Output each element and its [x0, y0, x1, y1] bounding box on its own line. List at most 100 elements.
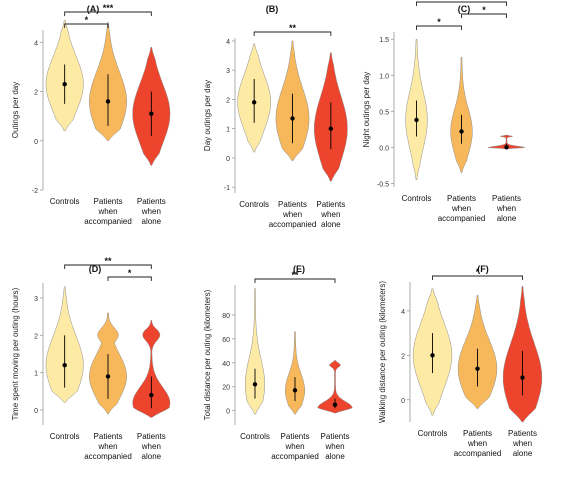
y-tick-label: 0.0: [379, 145, 389, 152]
y-tick-label: 0.5: [379, 109, 389, 116]
significance-stars: *: [437, 17, 441, 27]
y-tick-label: 2: [34, 90, 38, 97]
y-axis-label: Time spent moving per outing (hours): [11, 287, 20, 420]
significance-bracket: [416, 25, 462, 30]
y-tick-label: 0: [401, 398, 405, 405]
y-tick-label: 0: [34, 139, 38, 146]
violin-3: [132, 320, 171, 418]
category-label: accompanied: [84, 452, 132, 461]
y-tick-label: 60: [222, 337, 230, 344]
median-point-3: [504, 145, 509, 150]
significance-stars: **: [289, 23, 297, 33]
category-label: when: [320, 210, 340, 219]
panel-label: (C): [458, 4, 471, 14]
y-tick-label: 1.0: [379, 73, 389, 80]
category-label: Patients: [94, 197, 123, 206]
panel-label: (B): [266, 4, 279, 14]
category-label: Patients: [281, 432, 310, 441]
category-label: Patients: [94, 432, 123, 441]
median-point-2: [105, 374, 111, 379]
category-label: Controls: [50, 432, 80, 441]
y-tick-label: 80: [222, 313, 230, 320]
category-label: alone: [497, 214, 517, 223]
category-label: alone: [142, 452, 162, 461]
y-tick-label: -2: [32, 188, 38, 195]
y-tick-label: 3: [34, 296, 38, 303]
category-label: accompanied: [271, 452, 319, 461]
chart-panel-2: (B) -1 0 1 2 3 4 Day outings per day Controls Pat…: [203, 4, 348, 229]
category-label: Controls: [402, 194, 432, 203]
y-axis-label: Outings per day: [11, 82, 20, 138]
y-tick-label: 1: [34, 371, 38, 378]
significance-stars: *: [85, 15, 89, 25]
category-label: when: [141, 442, 161, 451]
category-label: Patients: [316, 200, 345, 209]
median-point-1: [251, 100, 257, 105]
category-label: Patients: [492, 194, 521, 203]
median-point-2: [292, 388, 298, 393]
y-axis-label: Day outings per day: [203, 80, 212, 151]
violin-3: [487, 134, 526, 150]
category-label: when: [451, 204, 471, 213]
median-point-2: [475, 366, 480, 371]
y-tick-label: 0: [226, 409, 230, 416]
y-tick-label: 20: [222, 385, 230, 392]
y-tick-label: 2: [401, 353, 405, 360]
category-label: alone: [513, 449, 533, 458]
y-tick-label: 4: [34, 40, 38, 47]
category-label: Controls: [240, 432, 270, 441]
category-label: when: [97, 207, 117, 216]
significance-bracket: [432, 275, 523, 280]
significance-bracket: [64, 11, 152, 16]
category-label: Controls: [50, 197, 80, 206]
median-point-1: [62, 81, 67, 87]
category-label: when: [324, 442, 344, 451]
category-label: alone: [325, 452, 345, 461]
y-tick-label: 2: [226, 97, 230, 104]
significance-stars: ***: [103, 3, 114, 13]
median-point-3: [332, 402, 338, 407]
median-point-2: [105, 99, 111, 104]
median-point-1: [252, 382, 258, 387]
category-label: alone: [142, 217, 162, 226]
y-tick-label: 0: [226, 156, 230, 163]
category-label: accompanied: [454, 449, 502, 458]
panel-label: (F): [477, 264, 489, 274]
significance-bracket: [64, 264, 152, 269]
panel-label: (D): [89, 264, 102, 274]
chart-panel-6: (F) 0 2 4 Walking distance per outing (kilom…: [378, 264, 543, 458]
significance-bracket: [461, 13, 507, 18]
significance-stars: *: [476, 267, 480, 277]
category-label: accompanied: [84, 217, 132, 226]
median-point-2: [290, 116, 295, 121]
category-label: Patients: [278, 200, 307, 209]
median-point-1: [414, 117, 419, 123]
y-tick-label: 4: [401, 309, 405, 316]
significance-bracket: [416, 1, 507, 6]
median-point-3: [149, 392, 154, 398]
y-tick-label: 0: [34, 408, 38, 415]
median-point-1: [62, 363, 67, 368]
significance-bracket: [64, 23, 109, 28]
median-point-3: [520, 375, 525, 380]
significance-stars: *: [128, 268, 132, 278]
significance-bracket: [107, 276, 152, 281]
chart-panel-5: (E) 0 20 40 60 80 Total distance per outing (k…: [203, 264, 353, 461]
panel-label: (E): [293, 264, 305, 274]
category-label: accompanied: [438, 214, 486, 223]
category-label: alone: [321, 220, 341, 229]
category-label: Patients: [137, 197, 166, 206]
median-point-3: [149, 111, 154, 116]
category-label: Patients: [463, 429, 492, 438]
y-tick-label: 40: [222, 361, 230, 368]
category-label: Controls: [239, 200, 269, 209]
violin-2: [285, 331, 305, 415]
y-tick-label: 1.5: [379, 37, 389, 44]
category-label: when: [284, 442, 304, 451]
y-axis-label: Night outings per day: [362, 72, 371, 148]
violin-1: [245, 288, 265, 415]
panel-label: (A): [87, 4, 100, 14]
